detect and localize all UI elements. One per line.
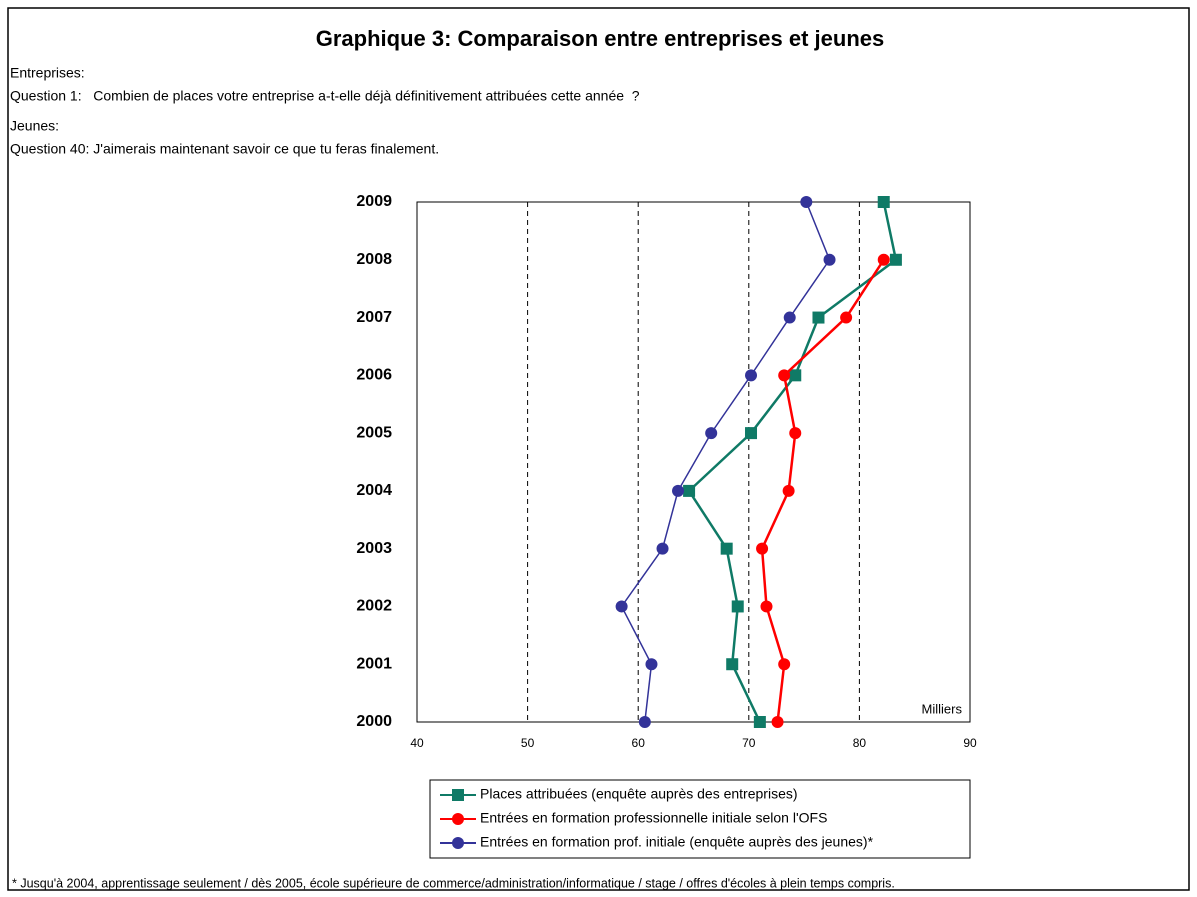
legend-label: Entrées en formation prof. initiale (enq… [480, 834, 874, 850]
legend-box [429, 779, 971, 859]
data-point [753, 716, 766, 728]
annotation: Question 40: J'aimerais maintenant savoi… [10, 141, 439, 157]
data-point [745, 369, 758, 382]
data-point [800, 196, 813, 208]
data-point [705, 427, 718, 440]
data-point [783, 311, 796, 324]
x-tick-label: 80 [853, 736, 867, 750]
data-point [645, 658, 658, 671]
unit-label: Milliers [922, 701, 963, 716]
data-point [877, 196, 890, 208]
data-point [812, 311, 825, 324]
annotation: Jeunes: [10, 118, 59, 134]
legend-marker [452, 813, 464, 825]
data-point [778, 658, 791, 671]
data-point [789, 369, 802, 382]
data-point [745, 427, 758, 440]
data-point [823, 253, 836, 266]
data-point [877, 253, 890, 266]
data-point [726, 658, 739, 671]
legend-label: Entrées en formation professionnelle ini… [480, 810, 827, 826]
y-tick-label: 2004 [356, 482, 392, 499]
data-point [760, 600, 773, 613]
series-line [687, 201, 898, 723]
y-tick-label: 2009 [356, 193, 392, 210]
y-tick-label: 2008 [356, 251, 392, 268]
data-point [789, 427, 802, 440]
x-tick-label: 70 [742, 736, 756, 750]
data-point [778, 369, 791, 382]
data-point [615, 600, 628, 613]
y-tick-label: 2002 [356, 598, 392, 615]
plot-frame [416, 201, 971, 723]
legend-marker [452, 789, 464, 801]
data-point [731, 600, 744, 613]
data-point [683, 484, 696, 497]
data-point [782, 484, 795, 497]
y-tick-label: 2006 [356, 367, 392, 384]
data-point [656, 542, 669, 555]
legend-label: Places attribuées (enquête auprès des en… [480, 786, 798, 802]
data-point [840, 311, 853, 324]
data-point [720, 542, 733, 555]
y-tick-label: 2003 [356, 540, 392, 557]
data-point [638, 716, 651, 728]
data-point [672, 484, 685, 497]
chart-title: Graphique 3: Comparaison entre entrepris… [316, 26, 885, 51]
data-point [889, 253, 902, 266]
footnote: * Jusqu'à 2004, apprentissage seulement … [12, 876, 895, 890]
annotation: Entreprises: [10, 65, 85, 81]
frame [7, 7, 1190, 891]
x-tick-label: 60 [632, 736, 646, 750]
data-point [756, 542, 769, 555]
series-line [760, 259, 885, 723]
y-tick-label: 2000 [356, 713, 392, 730]
data-point [771, 716, 784, 728]
x-tick-label: 50 [521, 736, 535, 750]
y-tick-label: 2007 [356, 309, 392, 326]
series-line [620, 201, 831, 723]
legend-marker [452, 837, 464, 849]
y-tick-label: 2005 [356, 424, 392, 441]
x-tick-label: 40 [410, 736, 424, 750]
x-tick-label: 90 [963, 736, 977, 750]
y-tick-label: 2001 [356, 655, 392, 672]
annotation: Question 1: Combien de places votre entr… [10, 88, 640, 104]
